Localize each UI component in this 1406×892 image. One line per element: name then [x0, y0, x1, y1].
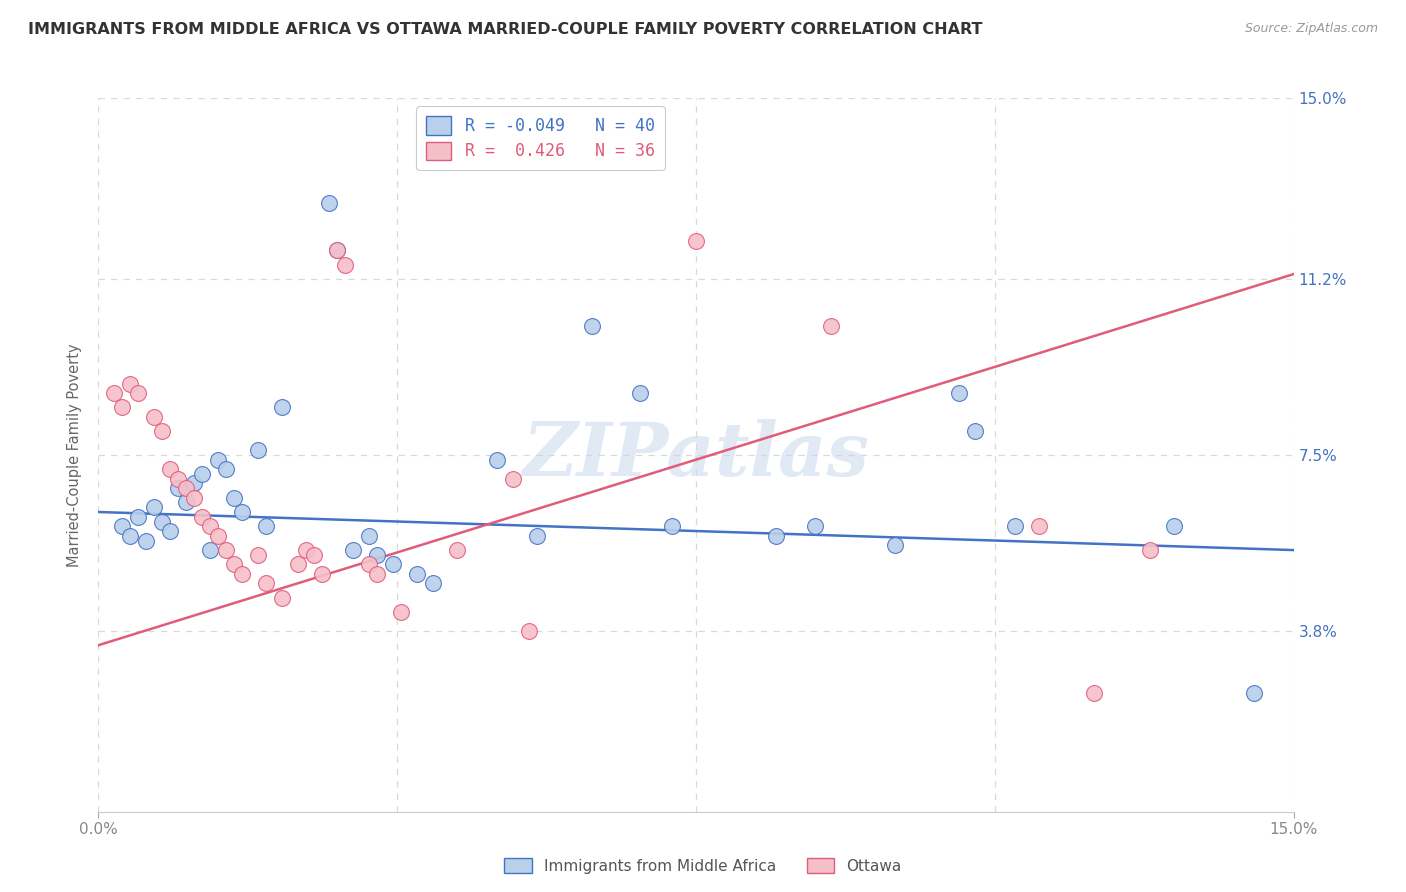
Point: [174, 481, 197, 495]
Point: [422, 576, 444, 591]
Point: [183, 476, 205, 491]
Point: [359, 558, 381, 572]
Point: [191, 509, 214, 524]
Point: [120, 529, 142, 543]
Point: [231, 505, 253, 519]
Text: IMMIGRANTS FROM MIDDLE AFRICA VS OTTAWA MARRIED-COUPLE FAMILY POVERTY CORRELATIO: IMMIGRANTS FROM MIDDLE AFRICA VS OTTAWA …: [28, 22, 983, 37]
Point: [311, 566, 333, 581]
Legend: R = -0.049   N = 40, R =  0.426   N = 36: R = -0.049 N = 40, R = 0.426 N = 36: [416, 106, 665, 170]
Point: [406, 566, 429, 581]
Point: [326, 244, 349, 258]
Point: [270, 401, 292, 415]
Point: [207, 452, 229, 467]
Point: [150, 424, 173, 438]
Point: [270, 591, 292, 605]
Point: [294, 543, 316, 558]
Point: [167, 481, 190, 495]
Point: [963, 424, 986, 438]
Point: [1083, 686, 1105, 700]
Point: [342, 543, 364, 558]
Point: [366, 566, 388, 581]
Text: Source: ZipAtlas.com: Source: ZipAtlas.com: [1244, 22, 1378, 36]
Point: [127, 509, 149, 524]
Point: [198, 519, 221, 533]
Point: [359, 529, 381, 543]
Point: [502, 472, 524, 486]
Point: [191, 467, 214, 481]
Point: [884, 538, 907, 552]
Point: [127, 386, 149, 401]
Point: [246, 443, 269, 458]
Text: ZIPatlas: ZIPatlas: [523, 418, 869, 491]
Point: [207, 529, 229, 543]
Point: [215, 462, 238, 476]
Point: [517, 624, 540, 638]
Point: [287, 558, 309, 572]
Point: [661, 519, 683, 533]
Point: [231, 566, 253, 581]
Point: [366, 548, 388, 562]
Point: [389, 605, 412, 619]
Point: [1004, 519, 1026, 533]
Point: [111, 401, 134, 415]
Point: [120, 376, 142, 391]
Point: [820, 319, 842, 334]
Point: [302, 548, 325, 562]
Point: [167, 472, 190, 486]
Point: [382, 558, 405, 572]
Point: [485, 452, 508, 467]
Point: [183, 491, 205, 505]
Y-axis label: Married-Couple Family Poverty: Married-Couple Family Poverty: [67, 343, 83, 566]
Point: [103, 386, 125, 401]
Point: [1139, 543, 1161, 558]
Point: [215, 543, 238, 558]
Point: [159, 462, 181, 476]
Point: [254, 576, 277, 591]
Point: [150, 515, 173, 529]
Point: [685, 234, 707, 248]
Point: [222, 491, 245, 505]
Point: [948, 386, 970, 401]
Point: [1028, 519, 1050, 533]
Point: [804, 519, 827, 533]
Point: [628, 386, 651, 401]
Point: [222, 558, 245, 572]
Point: [111, 519, 134, 533]
Point: [326, 244, 349, 258]
Point: [198, 543, 221, 558]
Point: [246, 548, 269, 562]
Point: [143, 409, 166, 424]
Point: [159, 524, 181, 538]
Point: [174, 495, 197, 509]
Point: [254, 519, 277, 533]
Legend: Immigrants from Middle Africa, Ottawa: Immigrants from Middle Africa, Ottawa: [498, 852, 908, 880]
Point: [143, 500, 166, 515]
Point: [526, 529, 548, 543]
Point: [1243, 686, 1265, 700]
Point: [581, 319, 603, 334]
Point: [446, 543, 468, 558]
Point: [318, 195, 340, 210]
Point: [1163, 519, 1185, 533]
Point: [335, 258, 357, 272]
Point: [765, 529, 787, 543]
Point: [135, 533, 157, 548]
